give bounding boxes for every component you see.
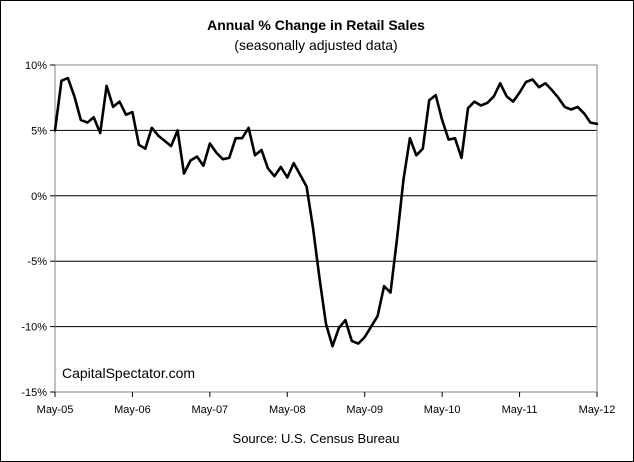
x-tick-label: May-06 — [114, 404, 151, 416]
y-tick-label: 10% — [25, 60, 47, 72]
y-tick-label: 0% — [31, 191, 47, 203]
x-tick-label: May-12 — [579, 404, 616, 416]
y-tick-label: 5% — [31, 125, 47, 137]
x-tick-label: May-05 — [37, 404, 74, 416]
source-note: Source: U.S. Census Bureau — [233, 431, 400, 446]
watermark-text: CapitalSpectator.com — [62, 365, 195, 381]
y-tick-label: -10% — [21, 322, 47, 334]
y-tick-label: -5% — [27, 256, 47, 268]
x-tick-label: May-11 — [502, 404, 538, 416]
chart-subtitle: (seasonally adjusted data) — [234, 37, 397, 53]
x-tick-label: May-09 — [346, 404, 383, 416]
chart-title: Annual % Change in Retail Sales — [207, 17, 425, 33]
x-tick-label: May-10 — [424, 404, 461, 416]
series-layer — [53, 76, 599, 348]
series-line — [53, 76, 599, 348]
x-tick-label: May-07 — [192, 404, 229, 416]
plot-area — [54, 64, 598, 393]
y-tick-label: -15% — [21, 387, 47, 399]
y-axis-ticks: 10% 5% 0% -5% -10% -15% — [21, 60, 55, 399]
x-axis-ticks: May-05 May-06 May-07 May-08 May-09 May-10 May-… — [37, 392, 616, 416]
gridlines — [55, 129, 597, 328]
x-tick-label: May-08 — [269, 404, 306, 416]
